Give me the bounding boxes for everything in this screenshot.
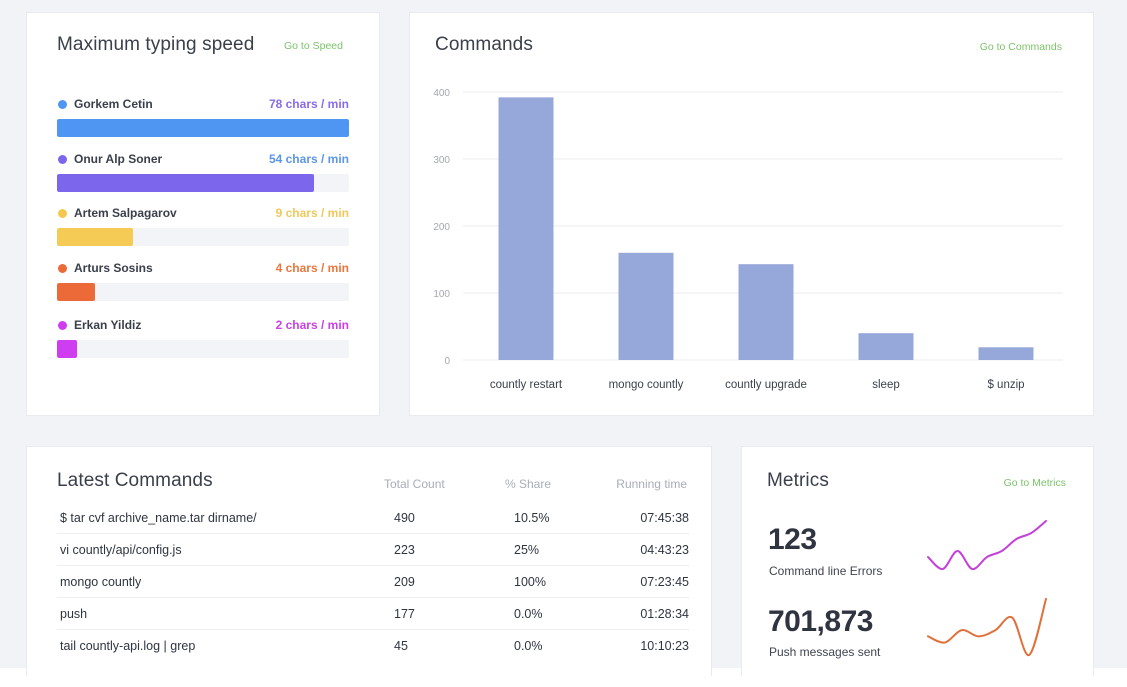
table-row[interactable]: vi countly/api/config.js 223 25% 04:43:23 xyxy=(57,534,689,566)
speed-bar-fill xyxy=(57,228,133,246)
bar-sleep[interactable] xyxy=(858,333,914,360)
commands-title: Commands xyxy=(435,34,533,55)
bar-countly-upgrade[interactable] xyxy=(738,264,794,360)
speed-bar-fill xyxy=(57,174,314,192)
column-header-running-time: Running time xyxy=(616,477,687,491)
user-name: Onur Alp Soner xyxy=(74,152,163,166)
x-tick-label: sleep xyxy=(872,379,900,391)
commands-bar-chart: 0 100 200 300 400 countly restart mongo countl… xyxy=(433,88,1063,391)
time-cell: 07:23:45 xyxy=(640,575,689,589)
y-tick-label: 100 xyxy=(433,289,450,300)
metrics-title: Metrics xyxy=(767,470,829,491)
push-messages-sparkline xyxy=(927,598,1047,657)
speed-row-header: Erkan Yildiz 2 chars / min xyxy=(57,318,349,334)
command-cell: $ tar cvf archive_name.tar dirname/ xyxy=(60,511,257,525)
table-row[interactable]: push 177 0.0% 01:28:34 xyxy=(57,598,689,630)
push-messages-label: Push messages sent xyxy=(769,645,881,659)
speed-bar-track xyxy=(57,174,349,192)
share-cell: 0.0% xyxy=(514,639,543,653)
x-tick-label: countly restart xyxy=(490,379,563,391)
speed-row: Gorkem Cetin 78 chars / min xyxy=(57,97,349,137)
user-color-dot-icon xyxy=(58,155,67,164)
speed-row-header: Onur Alp Soner 54 chars / min xyxy=(57,152,349,168)
count-cell: 45 xyxy=(394,639,408,653)
count-cell: 177 xyxy=(394,607,415,621)
share-cell: 100% xyxy=(514,575,546,589)
sparkline-path xyxy=(927,520,1047,571)
user-name: Gorkem Cetin xyxy=(74,97,153,111)
speed-bar-track xyxy=(57,119,349,137)
time-cell: 07:45:38 xyxy=(640,511,689,525)
typing-speed-title: Maximum typing speed xyxy=(57,34,255,55)
latest-commands-card: Latest Commands Total Count % Share Runn… xyxy=(26,446,712,676)
speed-row-header: Arturs Sosins 4 chars / min xyxy=(57,261,349,277)
speed-bar-track xyxy=(57,340,349,358)
command-cell: tail countly-api.log | grep xyxy=(60,639,196,653)
user-color-dot-icon xyxy=(58,321,67,330)
speed-bar-track xyxy=(57,283,349,301)
table-row[interactable]: mongo countly 209 100% 07:23:45 xyxy=(57,566,689,598)
speed-row-header: Artem Salpagarov 9 chars / min xyxy=(57,206,349,222)
go-to-speed-link[interactable]: Go to Speed xyxy=(284,40,343,52)
table-row[interactable]: tail countly-api.log | grep 45 0.0% 10:10:2… xyxy=(57,630,689,662)
go-to-metrics-link[interactable]: Go to Metrics xyxy=(1003,477,1066,489)
speed-row: Onur Alp Soner 54 chars / min xyxy=(57,152,349,192)
go-to-commands-link[interactable]: Go to Commands xyxy=(979,41,1062,53)
column-header-total-count: Total Count xyxy=(384,477,445,491)
count-cell: 490 xyxy=(394,511,415,525)
speed-row-header: Gorkem Cetin 78 chars / min xyxy=(57,97,349,113)
bar-unzip[interactable] xyxy=(978,347,1034,360)
speed-bar-fill xyxy=(57,119,349,137)
bar-countly-restart[interactable] xyxy=(498,97,554,361)
speed-value: 9 chars / min xyxy=(275,206,349,220)
time-cell: 01:28:34 xyxy=(640,607,689,621)
user-name: Arturs Sosins xyxy=(74,261,153,275)
sparkline-path xyxy=(927,598,1047,657)
latest-commands-title: Latest Commands xyxy=(57,470,213,491)
time-cell: 04:43:23 xyxy=(640,543,689,557)
typing-speed-card: Maximum typing speed Go to Speed Gorkem … xyxy=(26,12,380,416)
share-cell: 10.5% xyxy=(514,511,550,525)
y-tick-label: 0 xyxy=(444,356,450,367)
user-color-dot-icon xyxy=(58,100,67,109)
speed-row: Erkan Yildiz 2 chars / min xyxy=(57,318,349,358)
x-tick-label: countly upgrade xyxy=(725,379,807,391)
speed-value: 4 chars / min xyxy=(275,261,349,275)
speed-bar-fill xyxy=(57,283,95,301)
user-color-dot-icon xyxy=(58,264,67,273)
x-tick-label: mongo countly xyxy=(609,379,684,391)
bar-mongo-countly[interactable] xyxy=(618,252,674,360)
command-cell: mongo countly xyxy=(60,575,142,589)
count-cell: 223 xyxy=(394,543,415,557)
user-name: Erkan Yildiz xyxy=(74,318,142,332)
share-cell: 0.0% xyxy=(514,607,543,621)
y-tick-label: 300 xyxy=(433,155,450,166)
speed-value: 2 chars / min xyxy=(275,318,349,332)
y-tick-label: 400 xyxy=(433,88,450,99)
errors-sparkline xyxy=(927,520,1047,571)
user-name: Artem Salpagarov xyxy=(74,206,177,220)
speed-bar-track xyxy=(57,228,349,246)
user-color-dot-icon xyxy=(58,209,67,218)
y-tick-label: 200 xyxy=(433,222,450,233)
push-messages-value: 701,873 xyxy=(768,605,873,638)
column-header-share: % Share xyxy=(505,477,552,491)
speed-bar-fill xyxy=(57,340,78,358)
command-cell: vi countly/api/config.js xyxy=(60,543,182,557)
speed-row: Arturs Sosins 4 chars / min xyxy=(57,261,349,301)
share-cell: 25% xyxy=(514,543,540,557)
commands-card: Commands Go to Commands 0 100 200 300 400 cou… xyxy=(409,12,1094,416)
metrics-card: Metrics Go to Metrics 123 Command line E… xyxy=(741,446,1094,676)
speed-value: 78 chars / min xyxy=(268,97,349,111)
count-cell: 209 xyxy=(394,575,415,589)
speed-value: 54 chars / min xyxy=(268,152,349,166)
command-line-errors-value: 123 xyxy=(768,523,817,556)
command-line-errors-label: Command line Errors xyxy=(769,564,883,578)
speed-row: Artem Salpagarov 9 chars / min xyxy=(57,206,349,246)
table-row[interactable]: $ tar cvf archive_name.tar dirname/490 10… xyxy=(57,502,689,534)
time-cell: 10:10:23 xyxy=(640,639,689,653)
command-cell: push xyxy=(60,607,88,621)
x-tick-label: $ unzip xyxy=(987,379,1024,391)
